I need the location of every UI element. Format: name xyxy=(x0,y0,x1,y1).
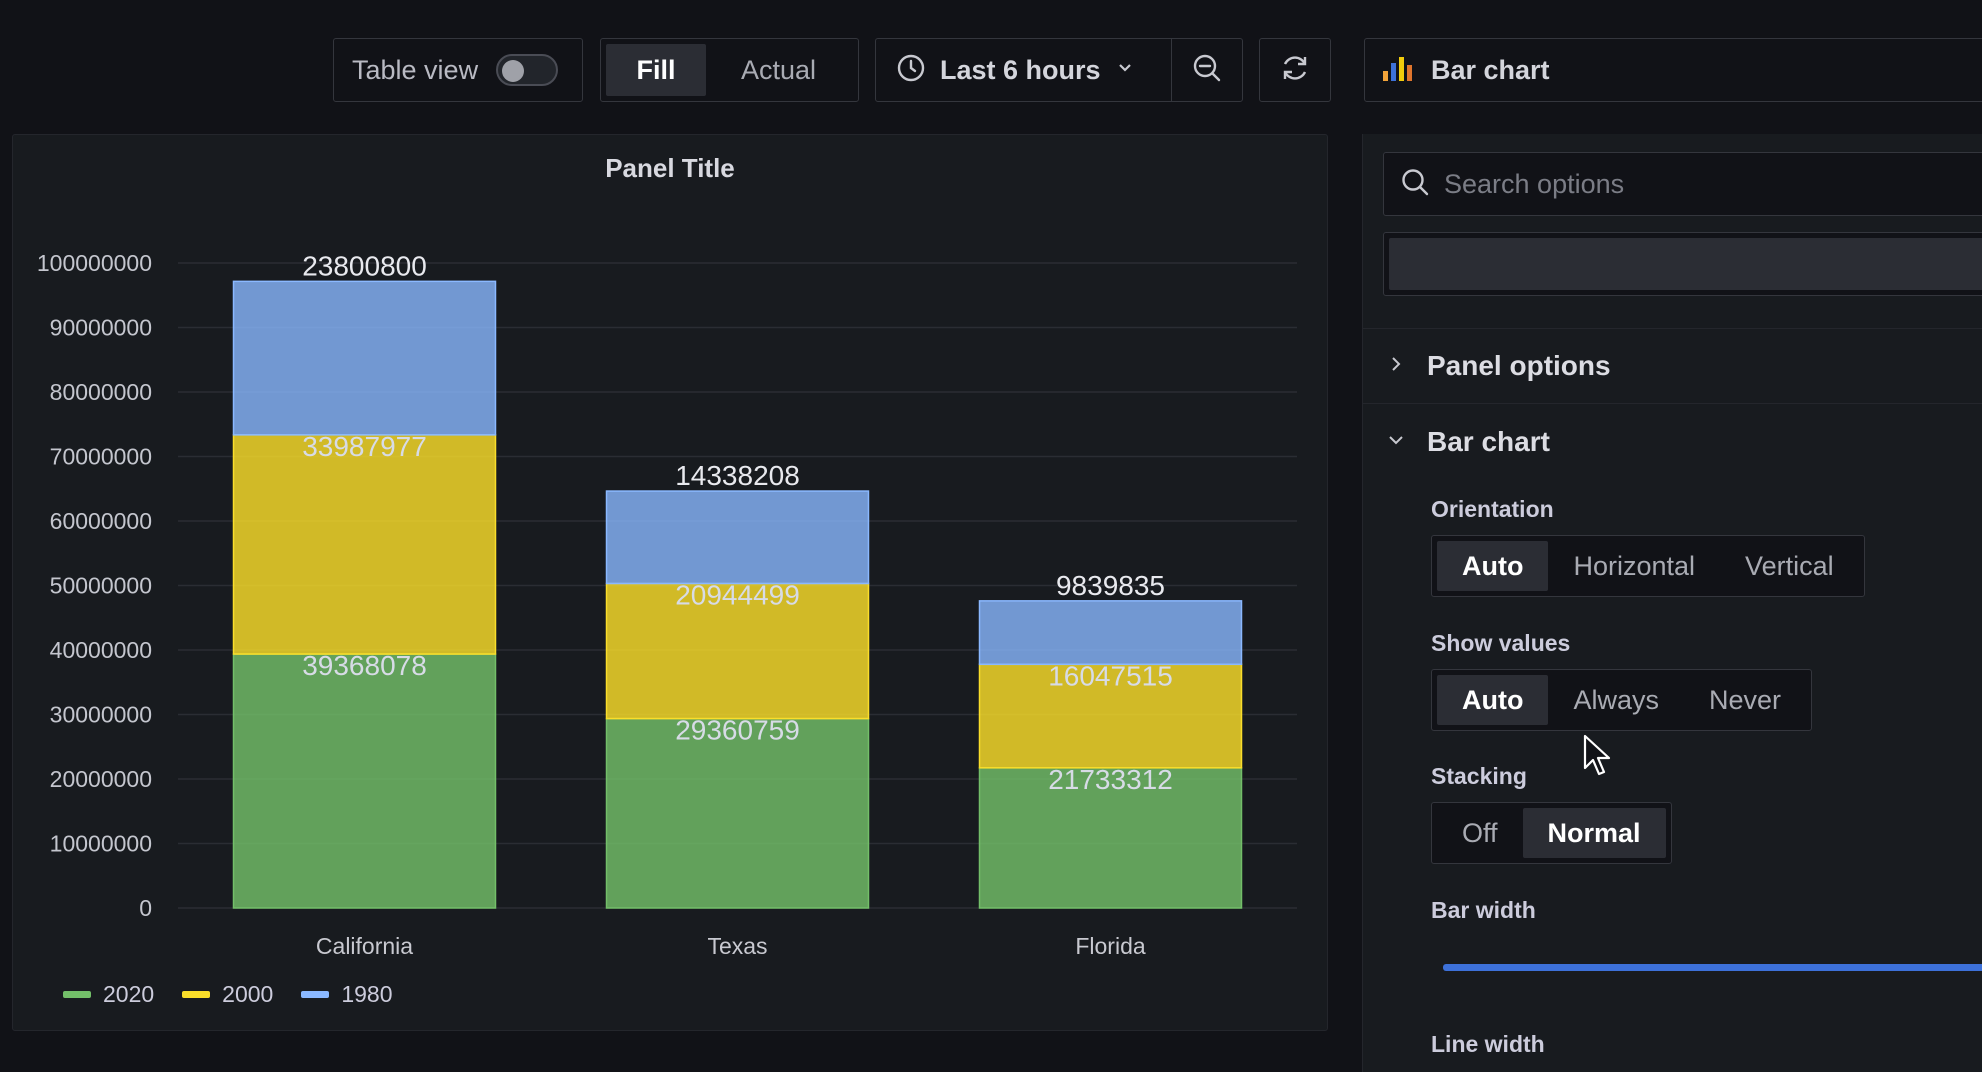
time-range-button[interactable]: Last 6 hours xyxy=(876,39,1172,101)
bar-value-label: 21733312 xyxy=(1048,764,1173,795)
y-tick-label: 90000000 xyxy=(50,315,152,341)
y-tick-label: 50000000 xyxy=(50,573,152,599)
bar-segment xyxy=(605,582,870,720)
panel-title: Panel Title xyxy=(605,153,735,183)
bar-width-slider[interactable] xyxy=(1443,964,1982,971)
options-filter-bar: A xyxy=(1383,232,1982,296)
legend-item[interactable]: 2000 xyxy=(182,981,273,1008)
visualization-picker[interactable]: Bar chart xyxy=(1364,38,1982,102)
y-tick-label: 20000000 xyxy=(50,766,152,792)
all-options-tab[interactable]: A xyxy=(1389,238,1982,290)
legend-label: 1980 xyxy=(341,981,393,1007)
bar-value-label: 39368078 xyxy=(302,650,427,681)
bar-value-label: 20944499 xyxy=(675,580,800,611)
bar-value-label: 23800800 xyxy=(302,250,427,281)
x-category-label: California xyxy=(316,933,413,959)
chart-legend: 2020 2000 1980 xyxy=(63,981,393,1008)
refresh-icon xyxy=(1279,52,1311,89)
bar-value-label: 9839835 xyxy=(1056,570,1165,601)
y-tick-label: 100000000 xyxy=(37,250,152,276)
legend-swatch xyxy=(63,991,91,998)
bar-segment xyxy=(978,600,1243,666)
orientation-option-horizontal[interactable]: Horizontal xyxy=(1573,550,1696,581)
show-values-radio-group: Auto Always Never xyxy=(1431,669,1813,731)
y-tick-label: 80000000 xyxy=(50,379,152,405)
show_values-option-always[interactable]: Always xyxy=(1573,684,1660,715)
bar-segment xyxy=(232,280,497,436)
y-tick-label: 60000000 xyxy=(50,508,152,534)
table-view-toggle-group: Table view xyxy=(333,38,583,102)
stacking-option-off[interactable]: Off xyxy=(1462,817,1498,848)
fill-button[interactable]: Fill xyxy=(606,44,706,96)
y-tick-label: 30000000 xyxy=(50,702,152,728)
fill-actual-switch: Fill Actual xyxy=(600,38,859,102)
bar-chart: 0 10000000 20000000 30000000 40000000 5000000… xyxy=(37,250,1297,959)
y-tick-label: 40000000 xyxy=(50,637,152,663)
bar-chart-icon xyxy=(1381,53,1415,88)
orientation-option-auto[interactable]: Auto xyxy=(1437,541,1549,591)
table-view-toggle[interactable] xyxy=(496,54,559,86)
chevron-down-icon xyxy=(1387,431,1405,454)
time-range-label: Last 6 hours xyxy=(940,54,1101,85)
legend-item[interactable]: 1980 xyxy=(301,981,393,1008)
bar-value-label: 16047515 xyxy=(1048,660,1173,691)
x-category-label: Texas xyxy=(707,933,767,959)
bar-chart-section[interactable]: Bar chart xyxy=(1363,404,1982,480)
line-width-label: Line width xyxy=(1431,1031,1545,1057)
stacking-option-normal[interactable]: Normal xyxy=(1522,808,1666,858)
y-tick-label: 70000000 xyxy=(50,444,152,470)
bar-segment xyxy=(232,434,497,655)
show_values-option-auto[interactable]: Auto xyxy=(1437,675,1549,725)
y-tick-label: 10000000 xyxy=(50,831,152,857)
bar-segment xyxy=(605,490,870,585)
bar-value-label: 29360759 xyxy=(675,715,800,746)
x-category-label: Florida xyxy=(1075,933,1146,959)
y-tick-label: 0 xyxy=(139,895,152,921)
search-options-input[interactable] xyxy=(1444,168,1944,200)
actual-button[interactable]: Actual xyxy=(740,54,817,85)
chevron-down-icon xyxy=(1115,58,1135,83)
legend-swatch xyxy=(301,991,330,998)
toggle-knob xyxy=(502,60,525,82)
stacking-radio-group: Off Normal xyxy=(1431,802,1672,864)
refresh-button[interactable] xyxy=(1259,38,1331,102)
visualization-label: Bar chart xyxy=(1431,54,1550,85)
panel-options-section[interactable]: Panel options xyxy=(1363,328,1982,404)
legend-label: 2020 xyxy=(103,981,155,1007)
orientation-option-vertical[interactable]: Vertical xyxy=(1745,550,1834,581)
bar-chart-section-label: Bar chart xyxy=(1427,426,1550,457)
show-values-label: Show values xyxy=(1431,630,1571,656)
clock-icon xyxy=(896,53,926,88)
bar-segment xyxy=(978,663,1243,769)
legend-item[interactable]: 2020 xyxy=(63,981,154,1008)
orientation-radio-group: Auto Horizontal Vertical xyxy=(1431,535,1865,597)
chevron-right-icon xyxy=(1387,355,1405,378)
panel-options-label: Panel options xyxy=(1427,350,1611,381)
bar-value-label: 33987977 xyxy=(302,431,427,462)
stacking-label: Stacking xyxy=(1431,763,1527,789)
search-icon xyxy=(1400,167,1430,202)
mouse-cursor-icon xyxy=(1583,734,1611,776)
table-view-label: Table view xyxy=(352,54,479,85)
chart-panel: Panel Title 0 10000000 20000000 30000000 400… xyxy=(12,134,1328,1031)
bar-width-label: Bar width xyxy=(1431,897,1536,923)
time-picker: Last 6 hours xyxy=(875,38,1243,102)
search-options-box xyxy=(1383,152,1982,216)
bar-segment xyxy=(232,653,497,909)
zoom-out-button[interactable] xyxy=(1172,39,1242,101)
options-pane: A Panel options Bar chart Orientation Au… xyxy=(1362,134,1982,1072)
legend-label: 2000 xyxy=(222,981,274,1007)
legend-swatch xyxy=(182,991,211,998)
orientation-label: Orientation xyxy=(1431,496,1554,522)
bar-segment xyxy=(978,767,1243,909)
bar-value-label: 14338208 xyxy=(675,460,800,491)
zoom-out-icon xyxy=(1191,52,1223,89)
show_values-option-never[interactable]: Never xyxy=(1709,684,1782,715)
bar-segment xyxy=(605,717,870,909)
